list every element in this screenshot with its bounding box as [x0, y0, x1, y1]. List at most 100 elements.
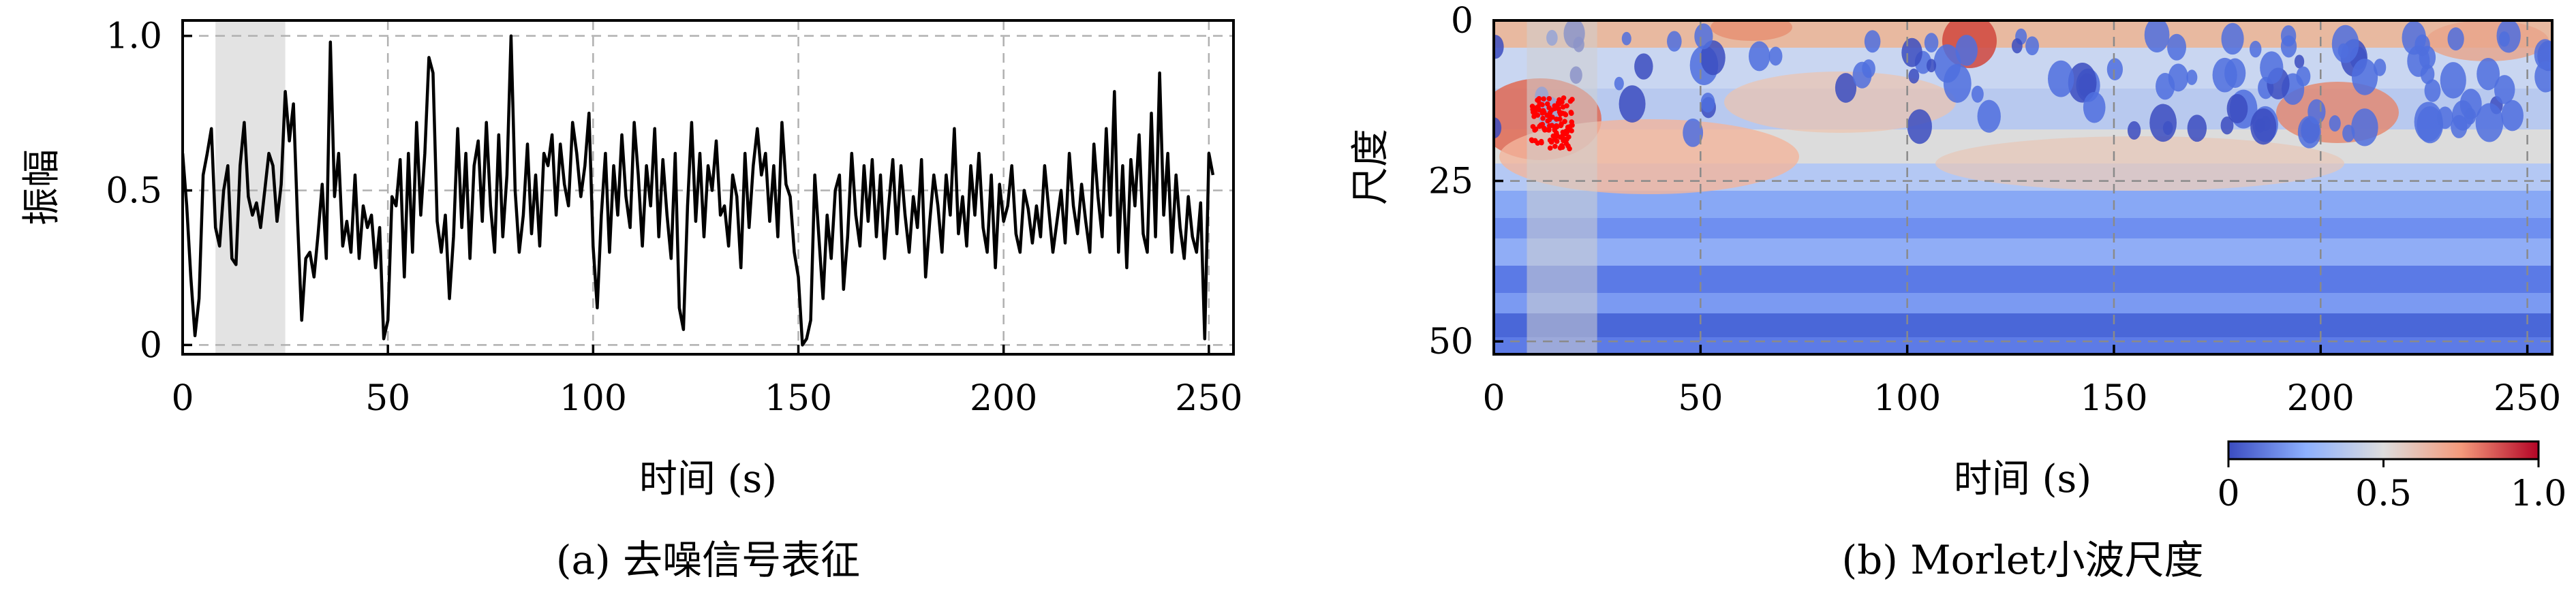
heatmap-band: [1494, 191, 2552, 218]
hot-region-marker: [1535, 112, 1541, 118]
panel-b-ytick-label: 50: [1428, 322, 1473, 362]
heatmap-blob: [2127, 121, 2141, 140]
panel-b-ytick-label: 0: [1451, 1, 1473, 42]
panel-b-frame: [1492, 19, 2554, 356]
panel-a-ytick-label: 0: [140, 325, 162, 366]
panel-a-line-chart: 0 50 100 150 200 250 0 0.5 1.0 时间 (s) 振幅 (a) 去噪信…: [20, 16, 1242, 583]
heatmap-blob: [2187, 114, 2207, 142]
heatmap-warm-region: [1711, 20, 1792, 41]
panel-a-xtick-label: 250: [1175, 378, 1242, 419]
heatmap-blob: [1864, 30, 1881, 53]
hot-region-marker: [1563, 112, 1569, 118]
heatmap-blob: [2475, 103, 2504, 142]
hot-region-marker: [1559, 143, 1565, 149]
heatmap-blob: [2451, 100, 2474, 131]
hot-region-marker: [1540, 115, 1546, 121]
hot-region-marker: [1545, 127, 1550, 133]
heatmap-blob: [2494, 75, 2515, 104]
heatmap-blob: [2501, 99, 2524, 131]
hot-region-marker: [1533, 126, 1539, 132]
heatmap-blob: [1621, 31, 1631, 46]
heatmap-blob: [1955, 35, 1978, 66]
heatmap-blob: [1768, 46, 1783, 66]
heatmap-blob: [2498, 31, 2510, 47]
hot-region-marker: [1555, 99, 1561, 106]
heatmap-blob: [2477, 57, 2500, 91]
colorbar-tick-label: 0.5: [2355, 473, 2412, 514]
hot-region-marker: [1561, 95, 1567, 101]
colorbar-tick-label: 0: [2217, 473, 2239, 514]
panel-a-xtick-label: 150: [765, 378, 832, 419]
colorbar-gradient: [2227, 440, 2540, 461]
hot-region-marker: [1554, 131, 1559, 138]
heatmap-blob: [2351, 59, 2378, 95]
panel-b-xtick-label: 200: [2287, 378, 2355, 419]
heatmap-blob: [2144, 20, 2170, 52]
heatmap-blob: [2437, 106, 2453, 129]
hot-region-marker: [1552, 127, 1558, 132]
heatmap-blob: [1667, 31, 1682, 52]
heatmap-blob: [1748, 41, 1770, 72]
heatmap-band: [1494, 238, 2552, 266]
heatmap-blob: [2534, 39, 2552, 70]
hot-region-marker: [1542, 110, 1547, 115]
panel-a-series: [183, 34, 1215, 347]
hot-region-marker: [1546, 116, 1552, 123]
hot-region-marker: [1557, 116, 1563, 122]
heatmap-blob: [2424, 79, 2441, 102]
heatmap-blob: [1971, 85, 1984, 103]
hot-region-marker: [1560, 129, 1566, 135]
panel-b-hot-region-markers: [1529, 95, 1575, 152]
hot-region-marker: [1569, 123, 1575, 128]
heatmap-blob: [2224, 58, 2246, 89]
heatmap-blob: [1977, 99, 2001, 133]
heatmap-blob: [2249, 40, 2262, 58]
heatmap-blob: [1908, 68, 1920, 84]
panel-b-xtick-label: 250: [2494, 378, 2561, 419]
heatmap-blob: [2337, 43, 2349, 59]
heatmap-blob: [1683, 119, 1704, 147]
colorbar-ticks: 0 0.5 1.0: [2217, 459, 2566, 514]
panel-a-ytick-label: 0.5: [106, 171, 162, 212]
heatmap-warm-region: [2426, 20, 2549, 61]
panel-a-xtick-label: 0: [171, 378, 194, 419]
heatmap-band: [1494, 293, 2552, 313]
hot-region-marker: [1546, 105, 1552, 110]
heatmap-blob: [1901, 37, 1922, 67]
hot-region-marker: [1569, 128, 1574, 134]
panel-a-ylabel: 振幅: [20, 149, 64, 225]
panel-b-xlabel: 时间 (s): [1954, 457, 2091, 501]
hot-region-marker: [1547, 145, 1553, 151]
panel-a-signal-line: [183, 34, 1215, 347]
hot-region-marker: [1546, 95, 1552, 102]
panel-a-xtick-label: 50: [365, 378, 410, 419]
heatmap-blob: [2329, 115, 2341, 132]
heatmap-blob: [2168, 63, 2188, 92]
hot-region-marker: [1546, 123, 1552, 129]
heatmap-band: [1494, 313, 2552, 337]
panel-b-highlight-span: [1527, 20, 1597, 354]
heatmap-blob: [2440, 62, 2466, 99]
heatmap-blob: [2402, 20, 2427, 55]
heatmap-blob: [1700, 93, 1715, 113]
heatmap-blob: [2221, 22, 2244, 55]
hot-region-marker: [1567, 98, 1574, 104]
hot-region-marker: [1535, 140, 1541, 146]
heatmap-blob: [2048, 60, 2074, 97]
panel-a-xtick-label: 200: [970, 378, 1037, 419]
panel-b-xtick-label: 150: [2080, 378, 2147, 419]
panel-a-xtick-label: 100: [559, 378, 627, 419]
heatmap-blob: [2011, 38, 2023, 54]
heatmap-band: [1494, 337, 2552, 354]
hot-region-marker: [1567, 146, 1572, 152]
heatmap-blob: [2186, 69, 2198, 85]
panel-a-xlabel: 时间 (s): [639, 457, 777, 501]
panel-b-ytick-label: 25: [1428, 161, 1473, 202]
heatmap-blob: [1943, 63, 1972, 103]
hot-region-marker: [1552, 143, 1558, 149]
hot-region-marker: [1539, 102, 1545, 108]
heatmap-blob: [2351, 108, 2378, 146]
heatmap-blob: [2167, 33, 2186, 61]
